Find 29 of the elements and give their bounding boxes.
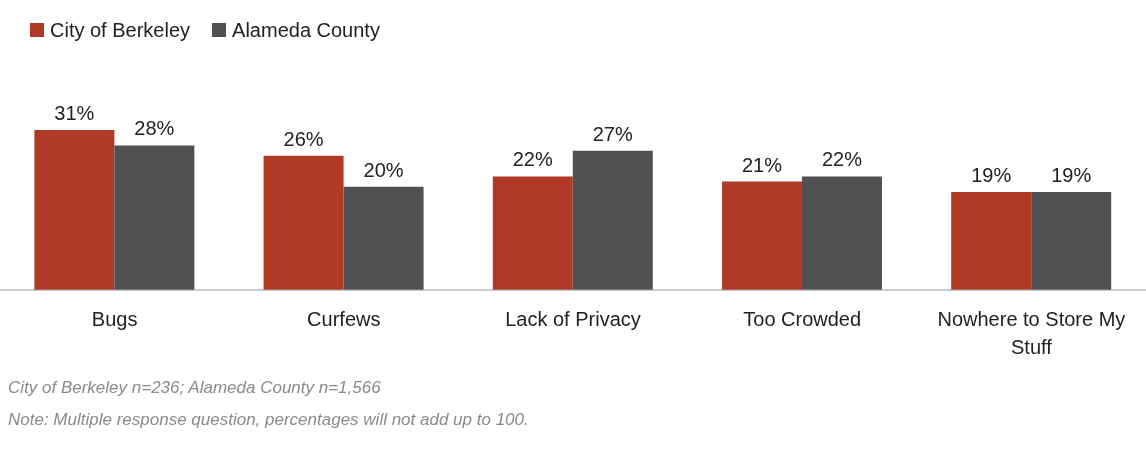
- data-label: 26%: [283, 127, 324, 150]
- data-label: 28%: [134, 117, 175, 140]
- bar: [951, 191, 1032, 290]
- data-label: 19%: [971, 163, 1012, 186]
- x-tick-label: Too Crowded: [743, 308, 862, 330]
- data-label: 31%: [54, 102, 95, 124]
- x-tick-label: Curfews: [307, 308, 381, 330]
- data-label: 22%: [821, 148, 863, 171]
- x-tick-label: Lack of Privacy: [505, 308, 641, 330]
- text: City of Berkeley n=236; Alameda County n=1,566: [8, 377, 382, 399]
- bar: [114, 145, 195, 290]
- bar: [343, 186, 424, 290]
- bar: [1031, 191, 1112, 290]
- bar: [263, 155, 344, 290]
- bar: [34, 130, 115, 290]
- bar: [572, 150, 653, 290]
- data-label: 19%: [1051, 163, 1092, 186]
- data-label: 27%: [592, 122, 634, 145]
- data-label: 21%: [741, 153, 783, 176]
- text: Note: Multiple response question, percentages will not add up to 100.: [8, 409, 529, 431]
- bar: [721, 181, 802, 290]
- data-label: 22%: [512, 148, 554, 171]
- bar: [492, 176, 573, 290]
- x-tick-label: Nowhere to Store My Stuff: [937, 308, 1126, 358]
- legend-label: Alameda County: [231, 17, 380, 43]
- bar: [801, 176, 882, 290]
- x-tick-label: Bugs: [91, 308, 138, 330]
- data-label: 20%: [363, 158, 404, 181]
- legend-label: City of Berkeley: [49, 17, 191, 43]
